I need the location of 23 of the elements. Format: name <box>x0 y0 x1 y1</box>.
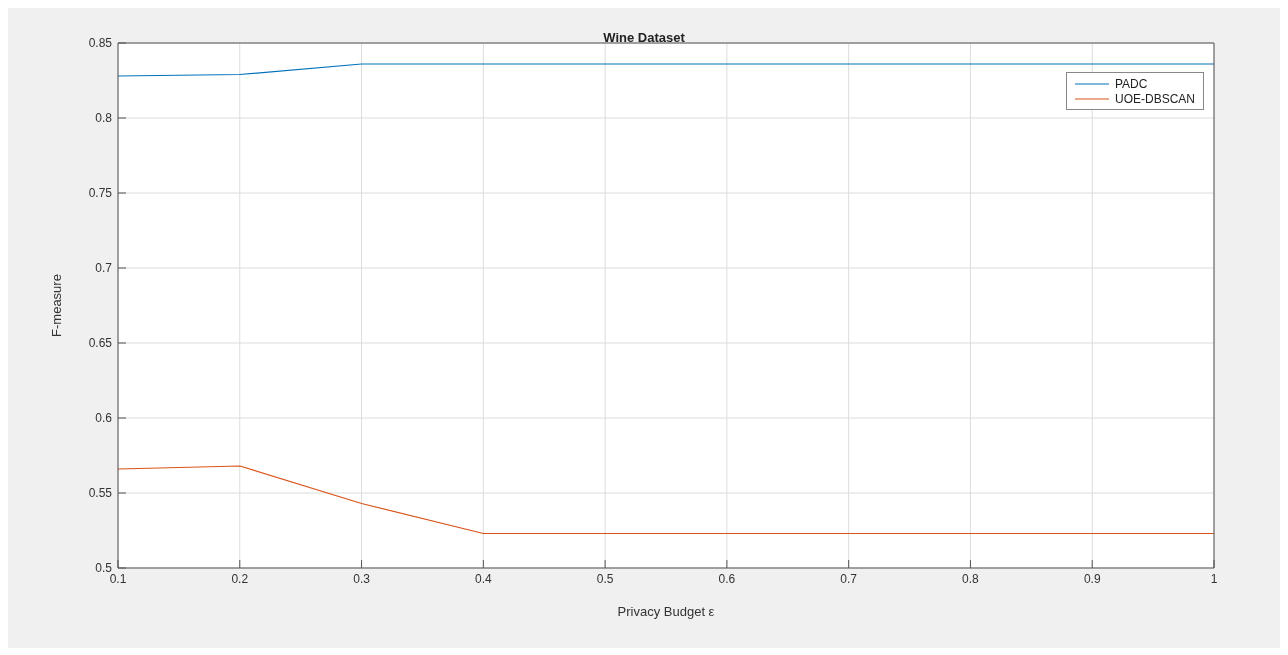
y-tick-label: 0.7 <box>95 261 113 276</box>
x-tick-label: 0.2 <box>231 571 249 586</box>
y-tick-label: 0.65 <box>88 336 113 351</box>
y-axis-title: F-measure <box>48 274 64 337</box>
chart-title: Wine Dataset <box>603 30 685 45</box>
x-tick-label: 0.3 <box>353 571 371 586</box>
x-tick-label: 0.5 <box>596 571 614 586</box>
x-tick-label: 1 <box>1210 571 1218 586</box>
x-tick-label: 0.7 <box>840 571 858 586</box>
y-tick-label: 0.85 <box>88 36 113 51</box>
y-tick-label: 0.8 <box>95 111 113 126</box>
x-tick-label: 0.8 <box>962 571 980 586</box>
x-tick-label: 0.1 <box>109 571 127 586</box>
y-tick-label: 0.55 <box>88 486 113 501</box>
legend-label: PADC <box>1114 76 1148 91</box>
y-tick-label: 0.75 <box>88 186 113 201</box>
x-axis-title: Privacy Budget ε <box>617 604 715 619</box>
line-series <box>118 465 1214 535</box>
x-tick-label: 0.4 <box>474 571 492 586</box>
y-tick-label: 0.6 <box>95 411 113 426</box>
legend-label: UOE-DBSCAN <box>1114 91 1195 106</box>
x-tick-label: 0.9 <box>1083 571 1101 586</box>
x-tick-label: 0.6 <box>718 571 736 586</box>
